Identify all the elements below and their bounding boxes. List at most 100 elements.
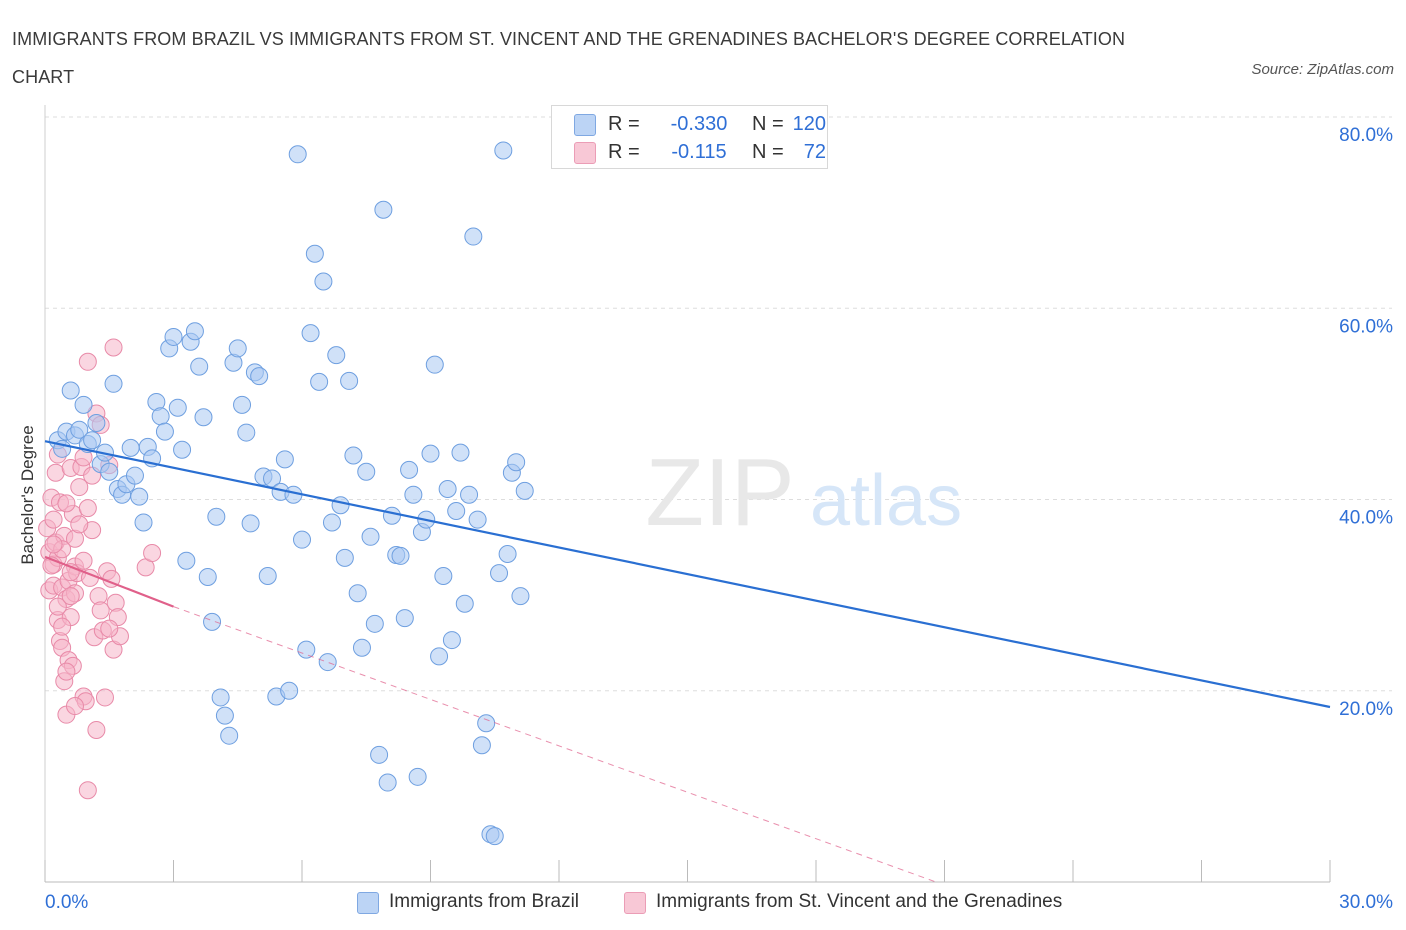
brazil-point xyxy=(344,446,363,465)
y-tick-label: 80.0% xyxy=(1339,125,1393,146)
tick-labels: 20.0% 40.0% 60.0% 80.0% 0.0% 30.0% xyxy=(45,125,1393,913)
chart-title: IMMIGRANTS FROM BRAZIL VS IMMIGRANTS FRO… xyxy=(12,29,1126,87)
brazil-point xyxy=(395,609,414,628)
svg-points xyxy=(38,338,162,800)
brazil-point xyxy=(314,272,333,291)
brazil-point xyxy=(451,443,470,462)
legend-r-value: -0.330 xyxy=(670,113,728,135)
brazil-point xyxy=(477,714,496,733)
brazil-point xyxy=(134,513,153,532)
brazil-point xyxy=(250,367,269,386)
legend-swatch-svg xyxy=(574,142,596,164)
brazil-point xyxy=(331,496,350,515)
brazil-point xyxy=(177,551,196,570)
svg-point xyxy=(61,587,80,606)
legend-n-value: 72 xyxy=(803,141,826,163)
brazil-point xyxy=(301,324,320,343)
legend-n-label: N = xyxy=(752,141,784,163)
series-swatch-svg xyxy=(624,892,646,914)
brazil-point xyxy=(408,767,427,786)
brazil-point xyxy=(425,355,444,374)
svg-point xyxy=(104,338,123,357)
brazil-point xyxy=(87,414,106,432)
brazil-point xyxy=(74,395,93,414)
brazil-point xyxy=(468,510,487,529)
brazil-point xyxy=(494,141,513,160)
brazil-point xyxy=(70,420,89,439)
brazil-point xyxy=(335,548,354,567)
brazil-point xyxy=(310,372,329,391)
svg-point xyxy=(53,617,72,636)
svg-point xyxy=(143,544,162,563)
brazil-point xyxy=(83,431,102,450)
brazil-point xyxy=(455,594,474,613)
y-axis-label: Bachelor's Degree xyxy=(18,425,37,564)
brazil-point xyxy=(280,681,299,700)
brazil-point xyxy=(340,371,359,390)
brazil-point xyxy=(438,479,457,498)
brazil-point xyxy=(288,145,307,164)
correlation-legend: R = -0.330 N = 120 R = -0.115 N = 72 xyxy=(551,105,828,169)
svg-point xyxy=(70,478,89,497)
svg-point xyxy=(57,662,76,681)
brazil-point xyxy=(305,244,324,263)
brazil-point xyxy=(61,381,80,400)
brazil-point xyxy=(370,745,389,764)
legend-n-label: N = xyxy=(752,113,784,135)
brazil-point xyxy=(233,395,252,414)
watermark-zip: ZIP xyxy=(645,439,794,546)
brazil-point xyxy=(348,584,367,603)
svg-point xyxy=(87,720,106,739)
brazil-point xyxy=(400,460,419,479)
brazil-point xyxy=(100,462,119,481)
brazil-point xyxy=(125,466,144,485)
brazil-point xyxy=(237,423,256,442)
brazil-point xyxy=(185,322,204,341)
brazil-point xyxy=(275,450,294,469)
brazil-point xyxy=(327,346,346,365)
brazil-point xyxy=(194,408,213,427)
trend-lines xyxy=(44,440,1331,883)
brazil-point xyxy=(485,827,504,846)
brazil-point xyxy=(198,567,217,586)
svg-point xyxy=(95,688,114,707)
svg-point xyxy=(46,463,65,482)
brazil-point xyxy=(228,339,247,358)
svg-point xyxy=(78,781,97,800)
brazil-point xyxy=(515,481,534,500)
svg-trend-line xyxy=(44,555,174,608)
brazil-point xyxy=(378,773,397,792)
brazil-point xyxy=(173,440,192,459)
svg-point xyxy=(70,515,89,534)
brazil-point xyxy=(211,688,230,707)
brazil-point xyxy=(293,530,311,549)
brazil-point xyxy=(507,453,526,472)
brazil-point xyxy=(322,513,341,532)
brazil-point xyxy=(498,545,517,564)
brazil-point xyxy=(207,507,226,526)
brazil-point xyxy=(472,736,491,755)
brazil-point xyxy=(297,640,316,659)
svg-point xyxy=(44,510,63,529)
brazil-point xyxy=(404,485,423,504)
svg-point xyxy=(74,551,93,570)
brazil-point xyxy=(464,227,483,246)
y-tick-label: 20.0% xyxy=(1339,699,1393,720)
series-legend: Immigrants from Brazil Immigrants from S… xyxy=(0,886,1406,918)
brazil-point xyxy=(190,357,209,376)
brazil-point xyxy=(382,506,401,525)
svg-point xyxy=(44,535,63,554)
svg-point xyxy=(78,499,97,518)
svg-point xyxy=(78,352,97,371)
brazil-point xyxy=(490,564,509,583)
brazil-point xyxy=(352,638,371,657)
brazil-point xyxy=(357,462,376,481)
brazil-point xyxy=(391,546,410,565)
svg-point xyxy=(48,597,67,616)
brazil-point xyxy=(442,631,461,650)
series-label-brazil: Immigrants from Brazil xyxy=(389,891,580,912)
brazil-point xyxy=(460,485,479,504)
watermark-atlas: atlas xyxy=(810,461,962,541)
legend-r-value: -0.115 xyxy=(671,141,727,163)
